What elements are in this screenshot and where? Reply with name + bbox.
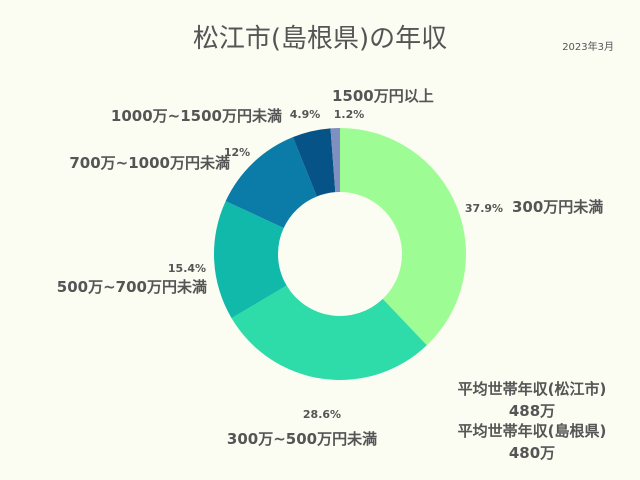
average-shimane-value: 480万 — [508, 444, 556, 462]
slice-category-label-6: 1500万円以上 — [332, 87, 434, 105]
slice-category-label-5: 1000万~1500万円未満 — [111, 107, 282, 125]
slice-category-label-1: 300万円未満 — [512, 198, 603, 216]
slice-1 — [340, 128, 467, 346]
average-matsue-label: 平均世帯年収(松江市) — [457, 380, 607, 398]
average-shimane-label: 平均世帯年収(島根県) — [457, 422, 607, 440]
slice-value-label-5: 4.9% — [290, 108, 321, 121]
slice-category-label-3: 500万~700万円未満 — [57, 278, 207, 296]
slice-value-label-2: 28.6% — [303, 408, 341, 421]
slice-6 — [330, 128, 340, 193]
average-matsue: 平均世帯年収(松江市) 488万 — [432, 378, 632, 422]
slice-value-label-1: 37.9% — [465, 202, 503, 215]
chart-title: 松江市(島根県)の年収 — [192, 24, 448, 54]
average-matsue-value: 488万 — [508, 402, 556, 420]
slice-5 — [292, 128, 336, 197]
slice-value-label-3: 15.4% — [168, 262, 206, 275]
slice-category-label-2: 300万~500万円未満 — [227, 430, 377, 448]
slice-category-label-4: 700万~1000万円未満 — [69, 154, 230, 172]
date-label: 2023年3月 — [562, 42, 614, 53]
slice-3 — [214, 201, 287, 319]
average-shimane: 平均世帯年収(島根県) 480万 — [432, 420, 632, 464]
slice-4 — [225, 137, 317, 228]
slice-2 — [231, 285, 427, 380]
slice-value-label-6: 1.2% — [334, 108, 365, 121]
slice-value-label-4: 12% — [224, 146, 250, 159]
